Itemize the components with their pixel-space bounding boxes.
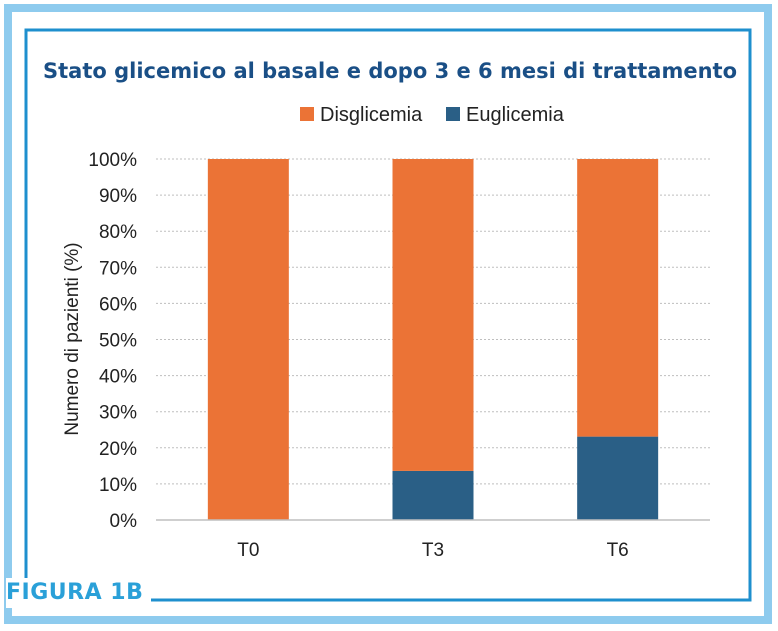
legend: Disglicemia Euglicemia: [300, 104, 565, 126]
y-tick-label: 30%: [99, 403, 137, 424]
bar-disglicemia-t3: [392, 159, 474, 471]
bar-disglicemia-t0: [207, 159, 289, 520]
y-tick-labels: 0% 10% 20% 30% 40% 50% 60% 70% 80% 90% 100%: [88, 150, 137, 532]
chart-title: Stato glicemico al basale e dopo 3 e 6 m…: [43, 59, 737, 83]
x-tick-label: T0: [237, 540, 259, 561]
x-tick-label: T3: [422, 540, 444, 561]
legend-label-disglicemia: Disglicemia: [320, 104, 423, 126]
legend-swatch-euglicemia: [446, 107, 460, 121]
bars: [207, 159, 659, 520]
y-tick-label: 100%: [88, 150, 137, 171]
y-tick-label: 40%: [99, 367, 137, 388]
bar-disglicemia-t6: [577, 159, 659, 437]
inner-frame: [24, 28, 752, 602]
y-tick-label: 60%: [99, 294, 137, 315]
y-tick-label: 50%: [99, 331, 137, 352]
y-tick-label: 70%: [99, 258, 137, 279]
legend-swatch-disglicemia: [300, 107, 314, 121]
y-tick-label: 20%: [99, 439, 137, 460]
outer-frame: [4, 4, 772, 624]
figure-label: FIGURA 1B: [6, 578, 152, 608]
x-tick-labels: T0 T3 T6: [237, 540, 629, 561]
y-tick-label: 0%: [110, 511, 138, 532]
bar-euglicemia-t3: [392, 470, 474, 520]
y-axis-label: Numero di pazienti (%): [62, 242, 83, 435]
y-tick-label: 10%: [99, 475, 137, 496]
y-tick-label: 90%: [99, 186, 137, 207]
x-tick-label: T6: [607, 540, 629, 561]
legend-label-euglicemia: Euglicemia: [466, 104, 565, 126]
bar-euglicemia-t6: [577, 436, 659, 520]
y-tick-label: 80%: [99, 222, 137, 243]
